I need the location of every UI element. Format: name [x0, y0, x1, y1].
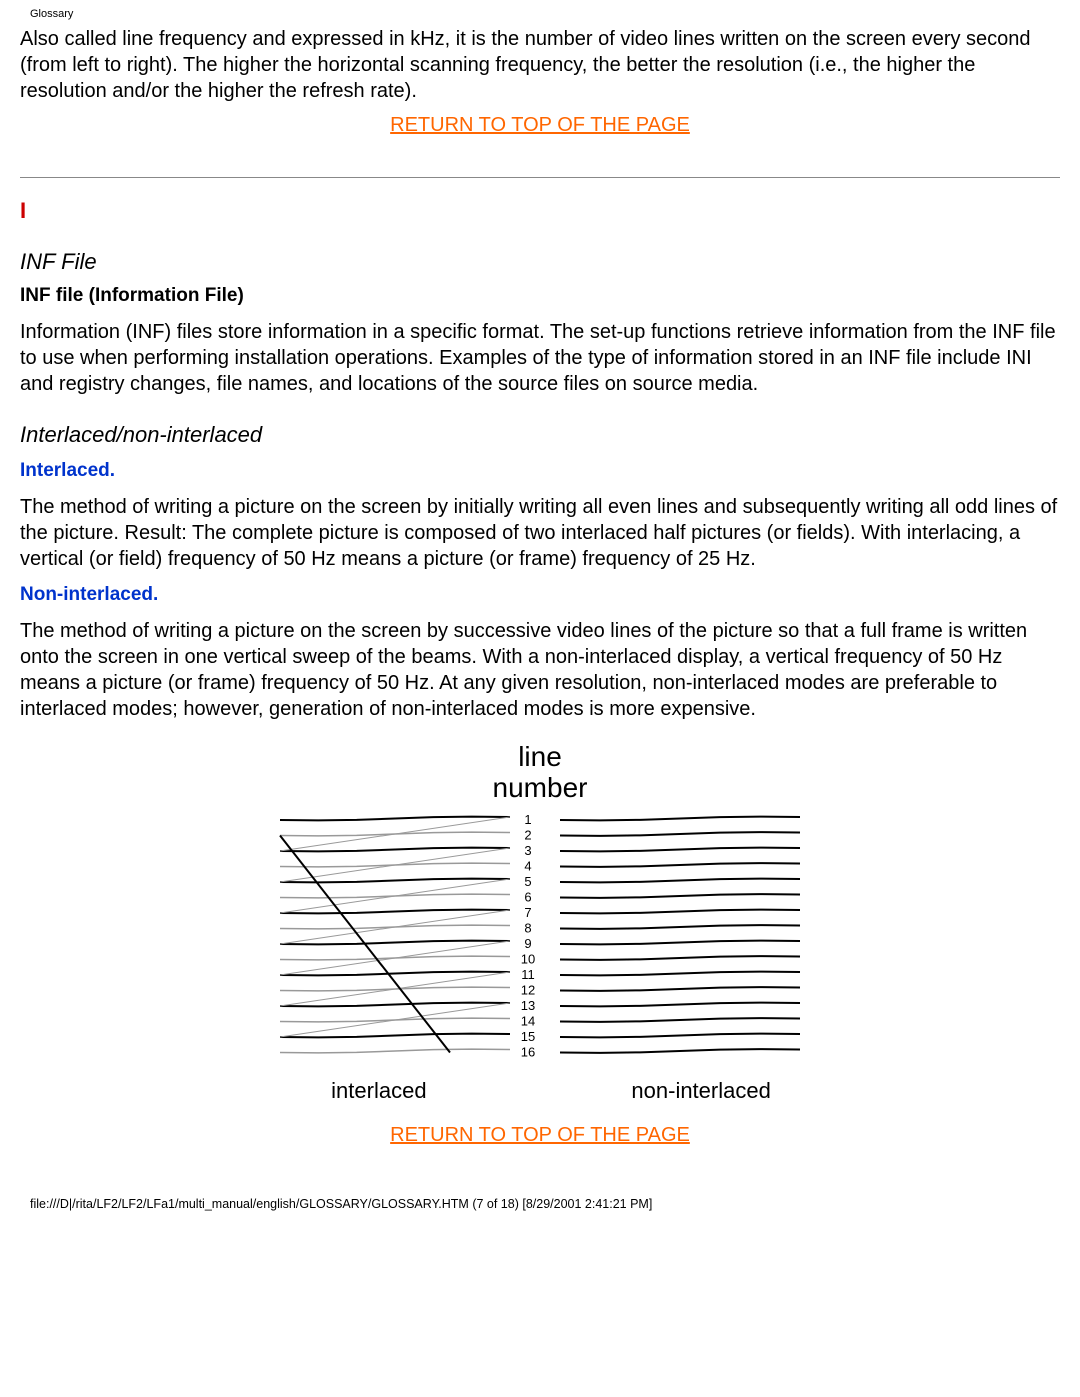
svg-text:3: 3	[524, 843, 531, 858]
svg-text:14: 14	[521, 1013, 535, 1028]
svg-text:16: 16	[521, 1044, 535, 1059]
diagram-title: line number	[20, 742, 1060, 804]
svg-text:13: 13	[521, 998, 535, 1013]
svg-text:9: 9	[524, 936, 531, 951]
interlaced-sub2: Non-interlaced.	[20, 584, 1060, 606]
svg-text:2: 2	[524, 827, 531, 842]
interlaced-diagram-svg: 12345678910111213141516	[260, 810, 820, 1070]
inf-subheading: INF file (Information File)	[20, 285, 1060, 307]
svg-text:12: 12	[521, 982, 535, 997]
return-top-link-2[interactable]: RETURN TO TOP OF THE PAGE	[20, 1124, 1060, 1147]
interlaced-sub1: Interlaced.	[20, 460, 1060, 482]
return-top-anchor-1[interactable]: RETURN TO TOP OF THE PAGE	[390, 114, 690, 136]
label-interlaced: interlaced	[254, 1078, 504, 1104]
interlaced-text1: The method of writing a picture on the s…	[20, 494, 1060, 572]
letter-heading: I	[20, 198, 1060, 224]
svg-text:10: 10	[521, 951, 535, 966]
svg-text:11: 11	[521, 967, 535, 982]
interlaced-heading: Interlaced/non-interlaced	[20, 422, 1060, 448]
inf-text: Information (INF) files store informatio…	[20, 319, 1060, 397]
return-top-anchor-2[interactable]: RETURN TO TOP OF THE PAGE	[390, 1124, 690, 1146]
footer-path: file:///D|/rita/LF2/LF2/LFa1/multi_manua…	[0, 1157, 1080, 1221]
svg-text:1: 1	[524, 812, 531, 827]
svg-text:4: 4	[524, 858, 531, 873]
svg-text:15: 15	[521, 1029, 535, 1044]
divider	[20, 177, 1060, 178]
diagram: line number 12345678910111213141516 inte…	[20, 742, 1060, 1104]
diagram-labels: interlaced non-interlaced	[20, 1078, 1060, 1104]
inf-heading: INF File	[20, 249, 1060, 275]
svg-text:7: 7	[524, 905, 531, 920]
svg-text:8: 8	[524, 920, 531, 935]
svg-text:6: 6	[524, 889, 531, 904]
svg-text:5: 5	[524, 874, 531, 889]
interlaced-text2: The method of writing a picture on the s…	[20, 618, 1060, 722]
intro-paragraph: Also called line frequency and expressed…	[20, 26, 1060, 104]
page-header: Glossary	[20, 0, 1060, 22]
return-top-link-1[interactable]: RETURN TO TOP OF THE PAGE	[20, 114, 1060, 137]
label-noninterlaced: non-interlaced	[576, 1078, 826, 1104]
